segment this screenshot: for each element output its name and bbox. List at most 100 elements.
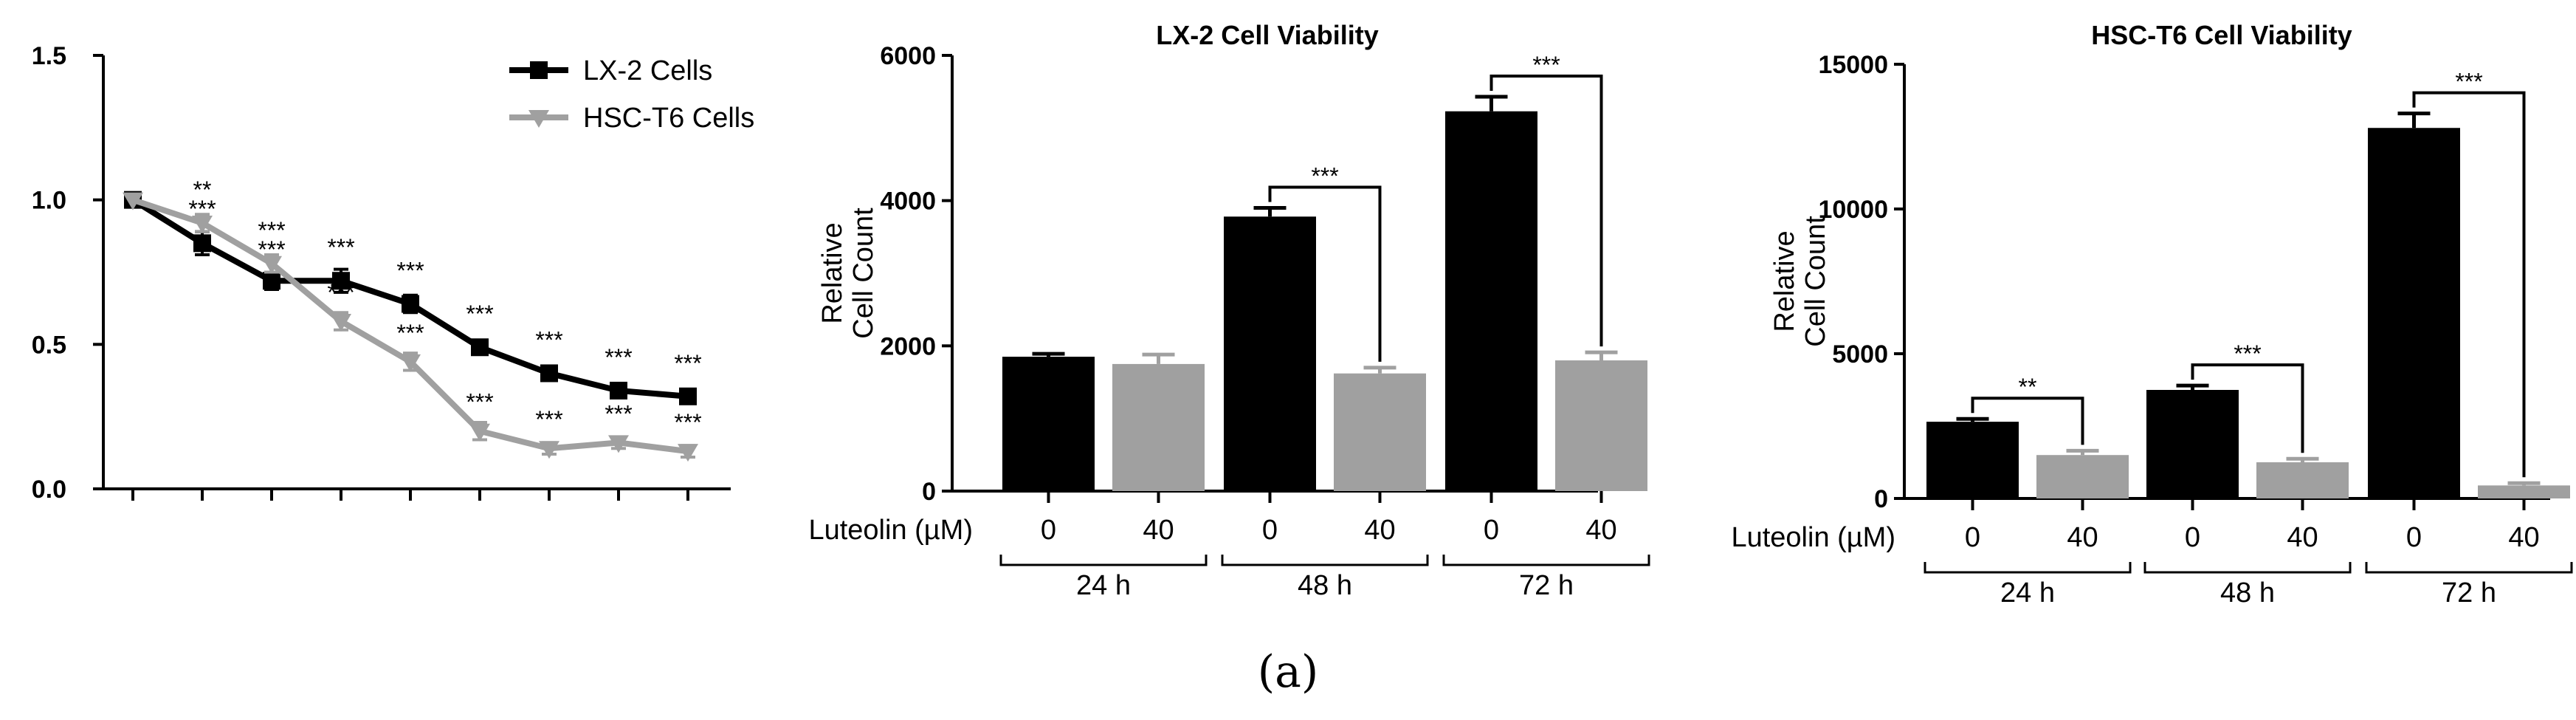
condition-label: 0 bbox=[1262, 515, 1278, 546]
bar-control bbox=[2146, 390, 2239, 498]
x-condition-label: Luteolin (µM) bbox=[1731, 522, 1895, 553]
hsc-point bbox=[331, 314, 351, 332]
group-bracket bbox=[2143, 562, 2352, 574]
y-tick-label: 10000 bbox=[1818, 196, 1888, 224]
lx2-point bbox=[610, 381, 627, 400]
significance-label: *** bbox=[466, 389, 493, 416]
bar-control bbox=[2368, 128, 2460, 499]
group-label: 72 h bbox=[2442, 577, 2496, 608]
group-label: 24 h bbox=[1076, 570, 1131, 601]
bar-luteolin bbox=[2036, 455, 2129, 498]
lx2-point bbox=[263, 272, 280, 290]
bar-luteolin bbox=[2478, 485, 2570, 498]
bar-luteolin bbox=[1334, 373, 1426, 491]
significance-label: *** bbox=[674, 350, 701, 377]
line-chart: 0.00.51.01.5*********** *****************… bbox=[32, 42, 755, 504]
significance-label: *** bbox=[1311, 163, 1338, 190]
significance-label: *** bbox=[535, 326, 562, 353]
bar-control bbox=[1002, 357, 1095, 491]
y-tick-label: 1.0 bbox=[32, 187, 66, 215]
condition-label: 40 bbox=[2067, 522, 2098, 553]
y-tick-label: 2000 bbox=[880, 332, 936, 360]
significance-label: *** bbox=[188, 196, 216, 222]
lx2-bar-chart: LX-2 Cell Viability RelativeCell Count 0 20… bbox=[808, 20, 1650, 601]
y-axis-label: RelativeCell Count bbox=[1769, 216, 1831, 347]
chart-title: LX-2 Cell Viability bbox=[1156, 20, 1378, 50]
hsc-point bbox=[469, 423, 490, 442]
group-bracket bbox=[2365, 562, 2573, 574]
bar-luteolin bbox=[2256, 462, 2349, 498]
hsc-point bbox=[608, 435, 629, 453]
group-bracket bbox=[1442, 555, 1650, 566]
significance-label: *** bbox=[327, 234, 354, 261]
group-label: 24 h bbox=[2000, 577, 2055, 608]
legend-label: HSC-T6 Cells bbox=[583, 103, 754, 134]
condition-label: 40 bbox=[1364, 515, 1395, 546]
lx2-point bbox=[332, 272, 350, 290]
significance-label: *** bbox=[605, 400, 632, 427]
group-bracket bbox=[1924, 562, 2132, 574]
significance-label: *** bbox=[1532, 52, 1560, 78]
bar-control bbox=[1445, 111, 1537, 491]
significance-label: *** bbox=[674, 409, 701, 436]
panel-label: (a) bbox=[1258, 646, 1319, 698]
lx2-point bbox=[540, 364, 558, 383]
significance-bracket bbox=[2412, 91, 2526, 478]
condition-label: 0 bbox=[1041, 515, 1056, 546]
condition-label: 40 bbox=[2287, 522, 2318, 553]
hsc-point bbox=[539, 441, 559, 459]
hsc-point bbox=[123, 192, 143, 210]
y-tick-label: 1.5 bbox=[32, 42, 66, 70]
y-tick-label: 0 bbox=[1874, 485, 1888, 513]
condition-label: 0 bbox=[2406, 522, 2422, 553]
significance-label: *** bbox=[466, 301, 493, 327]
bar-control bbox=[1926, 422, 2019, 498]
bar-control bbox=[1224, 216, 1316, 491]
lx2-point bbox=[679, 387, 697, 405]
lx2-point bbox=[471, 338, 489, 357]
hsc-point bbox=[678, 444, 698, 462]
y-tick-label: 5000 bbox=[1832, 340, 1888, 368]
significance-bracket bbox=[2191, 363, 2304, 453]
group-label: 48 h bbox=[1298, 570, 1352, 601]
hsc-point bbox=[400, 354, 421, 372]
y-axis-label-line: Cell Count bbox=[848, 208, 879, 339]
significance-label: *** bbox=[258, 236, 285, 263]
x-condition-label: Luteolin (µM) bbox=[808, 515, 973, 546]
significance-label: *** bbox=[605, 344, 632, 371]
condition-label: 40 bbox=[2508, 522, 2539, 553]
y-tick-label: 0.5 bbox=[32, 331, 66, 359]
group-bracket bbox=[999, 555, 1208, 566]
lx2-point bbox=[193, 234, 211, 253]
condition-label: 0 bbox=[1965, 522, 1980, 553]
bar-luteolin bbox=[1112, 363, 1205, 491]
significance-label: ** bbox=[2019, 374, 2037, 400]
y-axis-label: RelativeCell Count bbox=[817, 208, 879, 339]
y-tick-label: 0.0 bbox=[32, 476, 66, 504]
condition-label: 0 bbox=[1484, 515, 1499, 546]
significance-label: *** bbox=[258, 217, 285, 244]
chart-title: HSC-T6 Cell Viability bbox=[2091, 20, 2352, 50]
group-label: 72 h bbox=[1519, 570, 1574, 601]
condition-label: 0 bbox=[2185, 522, 2200, 553]
y-axis-label-line: Cell Count bbox=[1800, 216, 1831, 347]
hsc-bar-chart: HSC-T6 Cell Viability RelativeCell Count 0… bbox=[1731, 20, 2573, 608]
hsc-point bbox=[261, 256, 282, 274]
legend-label: LX-2 Cells bbox=[583, 55, 712, 86]
significance-label: *** bbox=[396, 320, 424, 346]
significance-label: *** bbox=[2234, 340, 2261, 367]
y-tick-label: 4000 bbox=[880, 188, 936, 216]
significance-label: *** bbox=[396, 258, 424, 284]
hsc-point bbox=[192, 215, 213, 233]
group-label: 48 h bbox=[2220, 577, 2275, 608]
significance-label: ** bbox=[193, 176, 212, 203]
legend-marker bbox=[530, 61, 548, 79]
significance-bracket bbox=[1490, 75, 1603, 347]
significance-label: *** bbox=[2455, 69, 2482, 95]
group-bracket bbox=[1221, 555, 1429, 566]
significance-label: *** bbox=[535, 406, 562, 433]
bar-luteolin bbox=[1555, 360, 1647, 491]
y-axis-label-line: Relative bbox=[817, 222, 848, 323]
y-tick-label: 0 bbox=[922, 478, 936, 506]
